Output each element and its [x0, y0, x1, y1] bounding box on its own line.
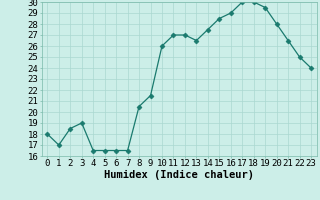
X-axis label: Humidex (Indice chaleur): Humidex (Indice chaleur) [104, 170, 254, 180]
